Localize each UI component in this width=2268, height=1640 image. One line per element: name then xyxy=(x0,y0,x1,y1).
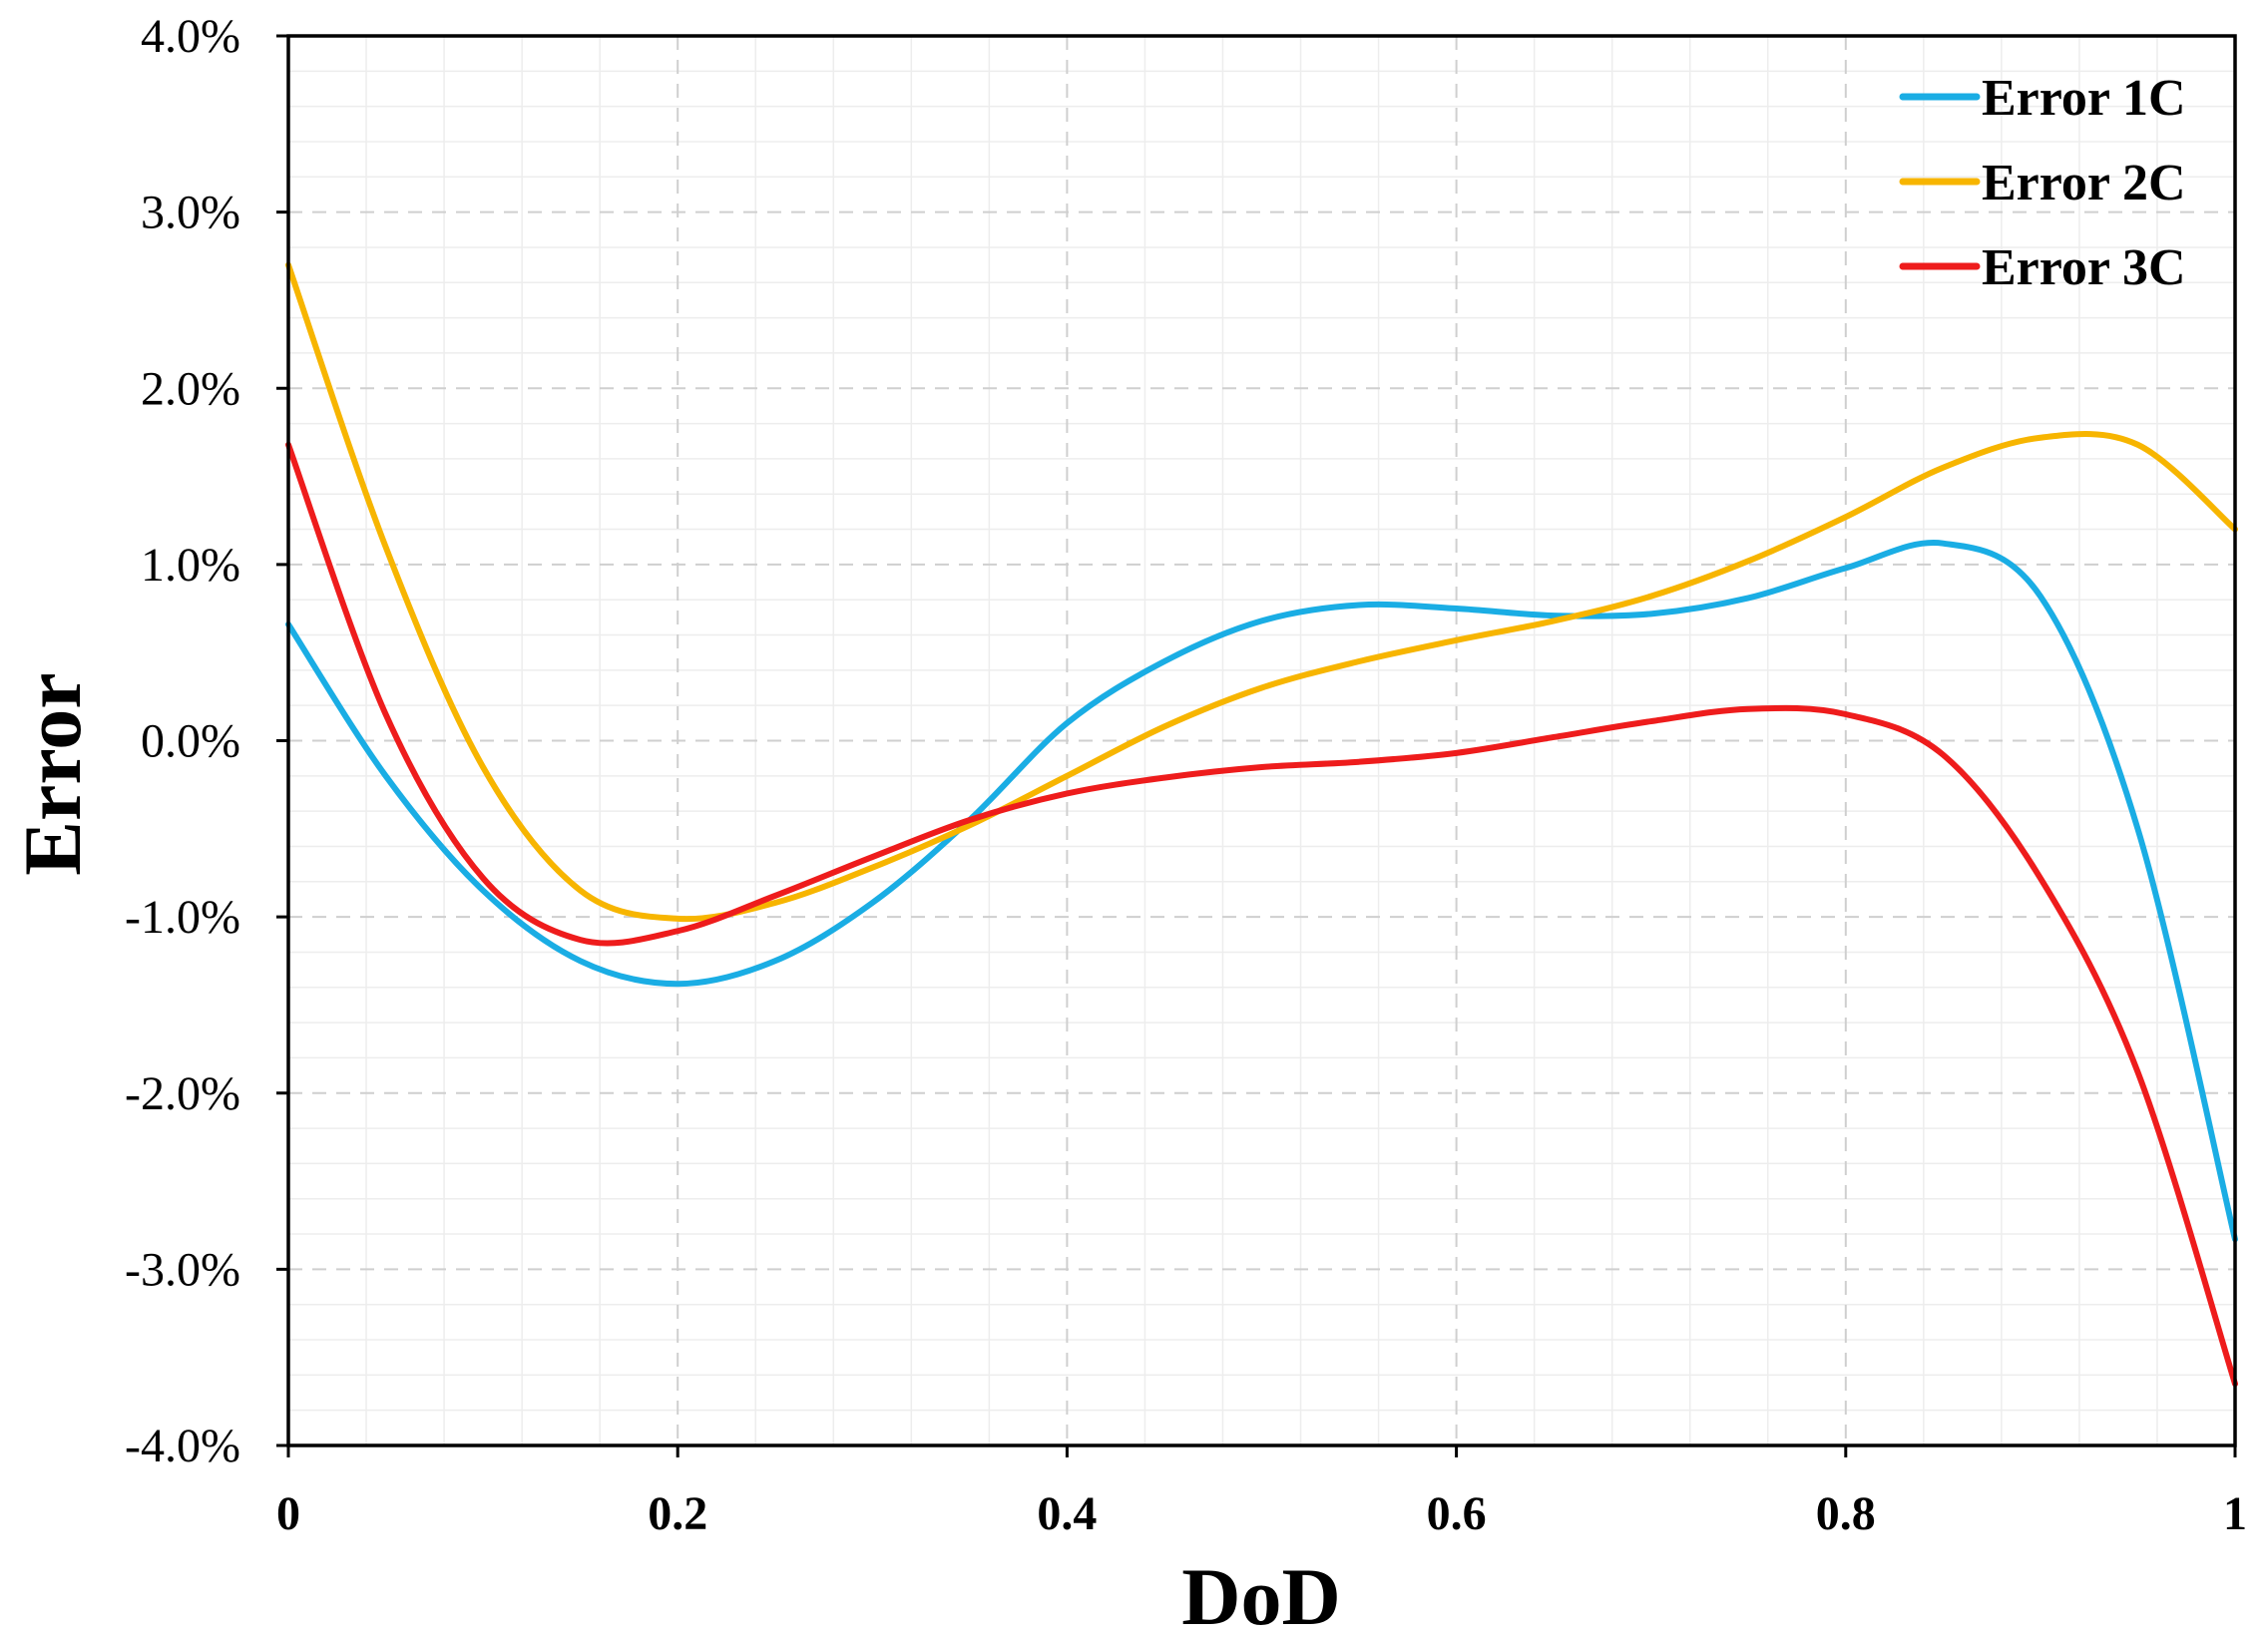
y-tick-label: -4.0% xyxy=(125,1420,240,1472)
x-axis-ticks: 0 0.2 0.4 0.6 0.8 1 xyxy=(276,1445,2247,1540)
legend: Error 1C Error 2C Error 3C xyxy=(1899,70,2186,296)
y-tick-label: 4.0% xyxy=(141,10,240,63)
series-line-3 xyxy=(285,441,2238,1388)
x-axis-title: DoD xyxy=(1181,1551,1340,1640)
legend-label-2: Error 2C xyxy=(1982,155,2186,211)
x-tick-label: 0.8 xyxy=(1816,1487,1876,1540)
legend-label-3: Error 3C xyxy=(1982,239,2186,296)
series-lines xyxy=(285,261,2238,1388)
x-tick-label: 1 xyxy=(2223,1487,2247,1540)
series-line-1 xyxy=(285,539,2238,1243)
legend-label-1: Error 1C xyxy=(1982,70,2186,127)
y-tick-label: 0.0% xyxy=(141,715,240,768)
x-tick-label: 0.2 xyxy=(648,1487,707,1540)
y-tick-label: 3.0% xyxy=(141,187,240,239)
y-tick-label: -2.0% xyxy=(125,1067,240,1120)
x-tick-label: 0 xyxy=(276,1487,300,1540)
y-tick-label: 1.0% xyxy=(141,539,240,592)
grid xyxy=(288,36,2235,1445)
x-tick-label: 0.6 xyxy=(1427,1487,1487,1540)
series-line-2 xyxy=(285,261,2238,923)
y-axis-title: Error xyxy=(7,672,98,875)
y-tick-label: -3.0% xyxy=(125,1243,240,1296)
y-axis-ticks: 4.0% 3.0% 2.0% 1.0% 0.0% -1.0% -2.0% -3.0% -4.0% xyxy=(125,10,288,1472)
x-tick-label: 0.4 xyxy=(1037,1487,1097,1540)
y-tick-label: 2.0% xyxy=(141,362,240,415)
y-tick-label: -1.0% xyxy=(125,891,240,944)
